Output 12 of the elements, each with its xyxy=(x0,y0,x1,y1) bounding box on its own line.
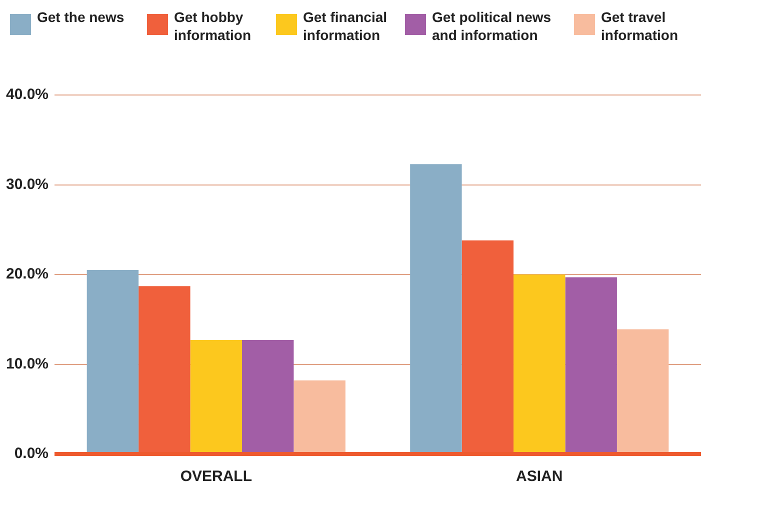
y-tick-label: 20.0% xyxy=(6,266,49,283)
y-tick-label: 40.0% xyxy=(6,86,49,104)
x-tick-label: ASIAN xyxy=(516,468,563,486)
y-tick-label: 30.0% xyxy=(6,176,49,193)
legend-label: Get the news xyxy=(37,8,126,26)
y-tick-label: 10.0% xyxy=(6,355,49,372)
legend-label: Get travel information xyxy=(601,8,679,44)
x-tick-label: OVERALL xyxy=(180,468,252,486)
legend-label: Get hobby information xyxy=(174,8,252,44)
y-tick-label: 0.0% xyxy=(14,445,49,462)
legend-label: Get political news and information xyxy=(432,8,552,44)
legend-label: Get financial information xyxy=(303,8,388,44)
